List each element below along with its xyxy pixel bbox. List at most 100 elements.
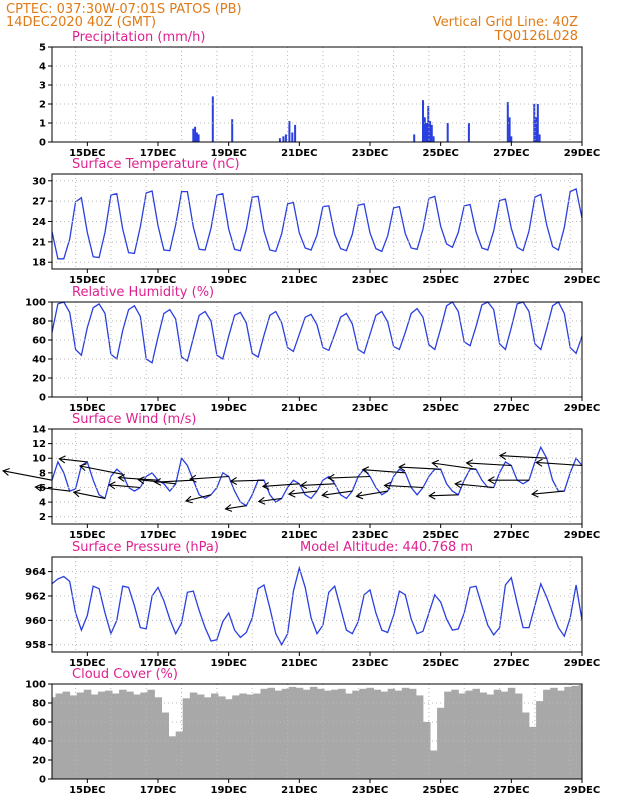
x-tick-label: 23DEC bbox=[352, 530, 388, 541]
pressure-frame bbox=[51, 556, 583, 653]
cloud-cover-column bbox=[571, 685, 579, 779]
cloud-cover-column bbox=[338, 688, 346, 780]
wind-vector-arrow bbox=[58, 455, 88, 464]
cloud-cover-column bbox=[62, 691, 71, 779]
precipitation-bar bbox=[510, 136, 513, 142]
precipitation-bar bbox=[425, 123, 428, 142]
precipitation-bar bbox=[429, 121, 432, 142]
cloud-cover-column bbox=[274, 690, 283, 779]
wind-vector-arrow bbox=[383, 481, 424, 490]
cloud-cover-column bbox=[521, 712, 530, 779]
precipitation-frame bbox=[51, 46, 583, 143]
cloud-cover-column bbox=[126, 691, 134, 779]
x-tick-label: 15DEC bbox=[69, 403, 105, 414]
precipitation-bar bbox=[467, 123, 470, 142]
x-tick-label: 25DEC bbox=[423, 530, 459, 541]
wind-vector-arrow bbox=[72, 489, 106, 499]
cloud-cover-column bbox=[486, 694, 495, 779]
precipitation-bar bbox=[430, 124, 433, 142]
x-tick-label: 19DEC bbox=[211, 403, 247, 414]
cloud-cover-column bbox=[175, 731, 184, 779]
wind-vector-arrow bbox=[117, 474, 159, 482]
y-tick-label: 964 bbox=[25, 567, 46, 578]
precipitation-bar bbox=[194, 126, 197, 142]
x-tick-label: 21DEC bbox=[281, 275, 317, 286]
cloud-cover-column bbox=[267, 687, 275, 779]
cloud-cover-panel: Cloud Cover (%) 0 20 40 60 80 100 15DEC 17DEC 19… bbox=[25, 667, 600, 796]
x-tick-label: 29DEC bbox=[564, 530, 600, 541]
temperature-title: Surface Temperature (nC) bbox=[72, 157, 240, 172]
y-tick-label: 3 bbox=[39, 81, 46, 92]
precipitation-bar bbox=[231, 119, 234, 142]
cloud-cover-column bbox=[507, 687, 516, 779]
precipitation-bar bbox=[197, 134, 200, 142]
x-tick-label: 25DEC bbox=[423, 403, 459, 414]
cloud-cover-frame bbox=[51, 683, 583, 780]
y-tick-label: 80 bbox=[32, 699, 46, 710]
x-tick-label: 19DEC bbox=[211, 148, 247, 159]
temperature-line bbox=[51, 187, 583, 260]
y-tick-label: 27 bbox=[32, 197, 46, 208]
y-tick-label: 40 bbox=[32, 355, 46, 366]
cloud-cover-column bbox=[458, 693, 466, 779]
pressure-title: Surface Pressure (hPa) bbox=[72, 540, 219, 555]
cloud-cover-column bbox=[55, 693, 63, 779]
x-tick-label: 25DEC bbox=[423, 148, 459, 159]
x-tick-label: 17DEC bbox=[140, 785, 176, 796]
precipitation-bar bbox=[294, 124, 297, 142]
y-tick-label: 5 bbox=[39, 43, 46, 54]
x-tick-label: 17DEC bbox=[140, 403, 176, 414]
cloud-cover-column bbox=[444, 691, 452, 779]
x-tick-label: 15DEC bbox=[69, 785, 105, 796]
cloud-cover-column bbox=[529, 726, 537, 780]
x-tick-label: 27DEC bbox=[493, 148, 529, 159]
cloud-cover-title: Cloud Cover (%) bbox=[72, 667, 178, 682]
precipitation-bar bbox=[432, 136, 435, 142]
x-tick-label: 27DEC bbox=[493, 403, 529, 414]
x-tick-label: 29DEC bbox=[564, 658, 600, 669]
wind-vector-arrow bbox=[287, 489, 318, 498]
cloud-cover-column bbox=[218, 696, 226, 779]
header-model: TQ0126L028 bbox=[494, 29, 578, 44]
y-tick-label: 2 bbox=[39, 512, 46, 523]
x-tick-label: 29DEC bbox=[564, 275, 600, 286]
cloud-cover-column bbox=[295, 687, 304, 779]
x-tick-label: 19DEC bbox=[211, 658, 247, 669]
cloud-cover-column bbox=[536, 701, 544, 779]
wind-vector-arrow bbox=[299, 481, 335, 490]
cloud-cover-column bbox=[161, 712, 169, 779]
cloud-cover-column bbox=[380, 691, 389, 779]
y-tick-label: 80 bbox=[32, 317, 46, 328]
x-tick-label: 15DEC bbox=[69, 148, 105, 159]
x-tick-label: 23DEC bbox=[352, 275, 388, 286]
cloud-cover-column bbox=[493, 689, 502, 779]
x-tick-label: 19DEC bbox=[211, 275, 247, 286]
x-tick-label: 15DEC bbox=[69, 530, 105, 541]
header-date: 14DEC2020 40Z (GMT) bbox=[6, 15, 156, 30]
wind-vector-arrow bbox=[361, 466, 406, 475]
precipitation-bar bbox=[538, 134, 541, 142]
x-tick-label: 29DEC bbox=[564, 148, 600, 159]
wind-vector-arrow bbox=[428, 491, 459, 500]
cloud-cover-column bbox=[415, 695, 424, 779]
precipitation-bar bbox=[535, 117, 538, 142]
cloud-cover-column bbox=[550, 687, 558, 779]
precipitation-bar bbox=[536, 104, 539, 142]
cloud-cover-column bbox=[324, 690, 332, 779]
cloud-cover-column bbox=[168, 736, 177, 780]
precipitation-bar bbox=[195, 132, 198, 142]
x-tick-label: 27DEC bbox=[493, 275, 529, 286]
cloud-cover-column bbox=[451, 689, 459, 779]
cloud-cover-column bbox=[52, 697, 56, 779]
cloud-cover-column bbox=[387, 688, 396, 780]
wind-vector-arrow bbox=[261, 482, 300, 490]
y-tick-label: 0 bbox=[39, 775, 46, 786]
y-tick-label: 10 bbox=[32, 454, 46, 465]
precipitation-bar bbox=[506, 102, 509, 142]
wind-vector-arrow bbox=[189, 474, 229, 483]
precipitation-panel: Precipitation (mm/h) 0 1 2 3 4 5 15DEC 17DEC 19D… bbox=[39, 30, 600, 159]
cloud-cover-column bbox=[246, 694, 254, 779]
cloud-cover-column bbox=[401, 687, 410, 779]
cloud-cover-column bbox=[203, 697, 212, 779]
cloud-cover-column bbox=[232, 695, 240, 779]
